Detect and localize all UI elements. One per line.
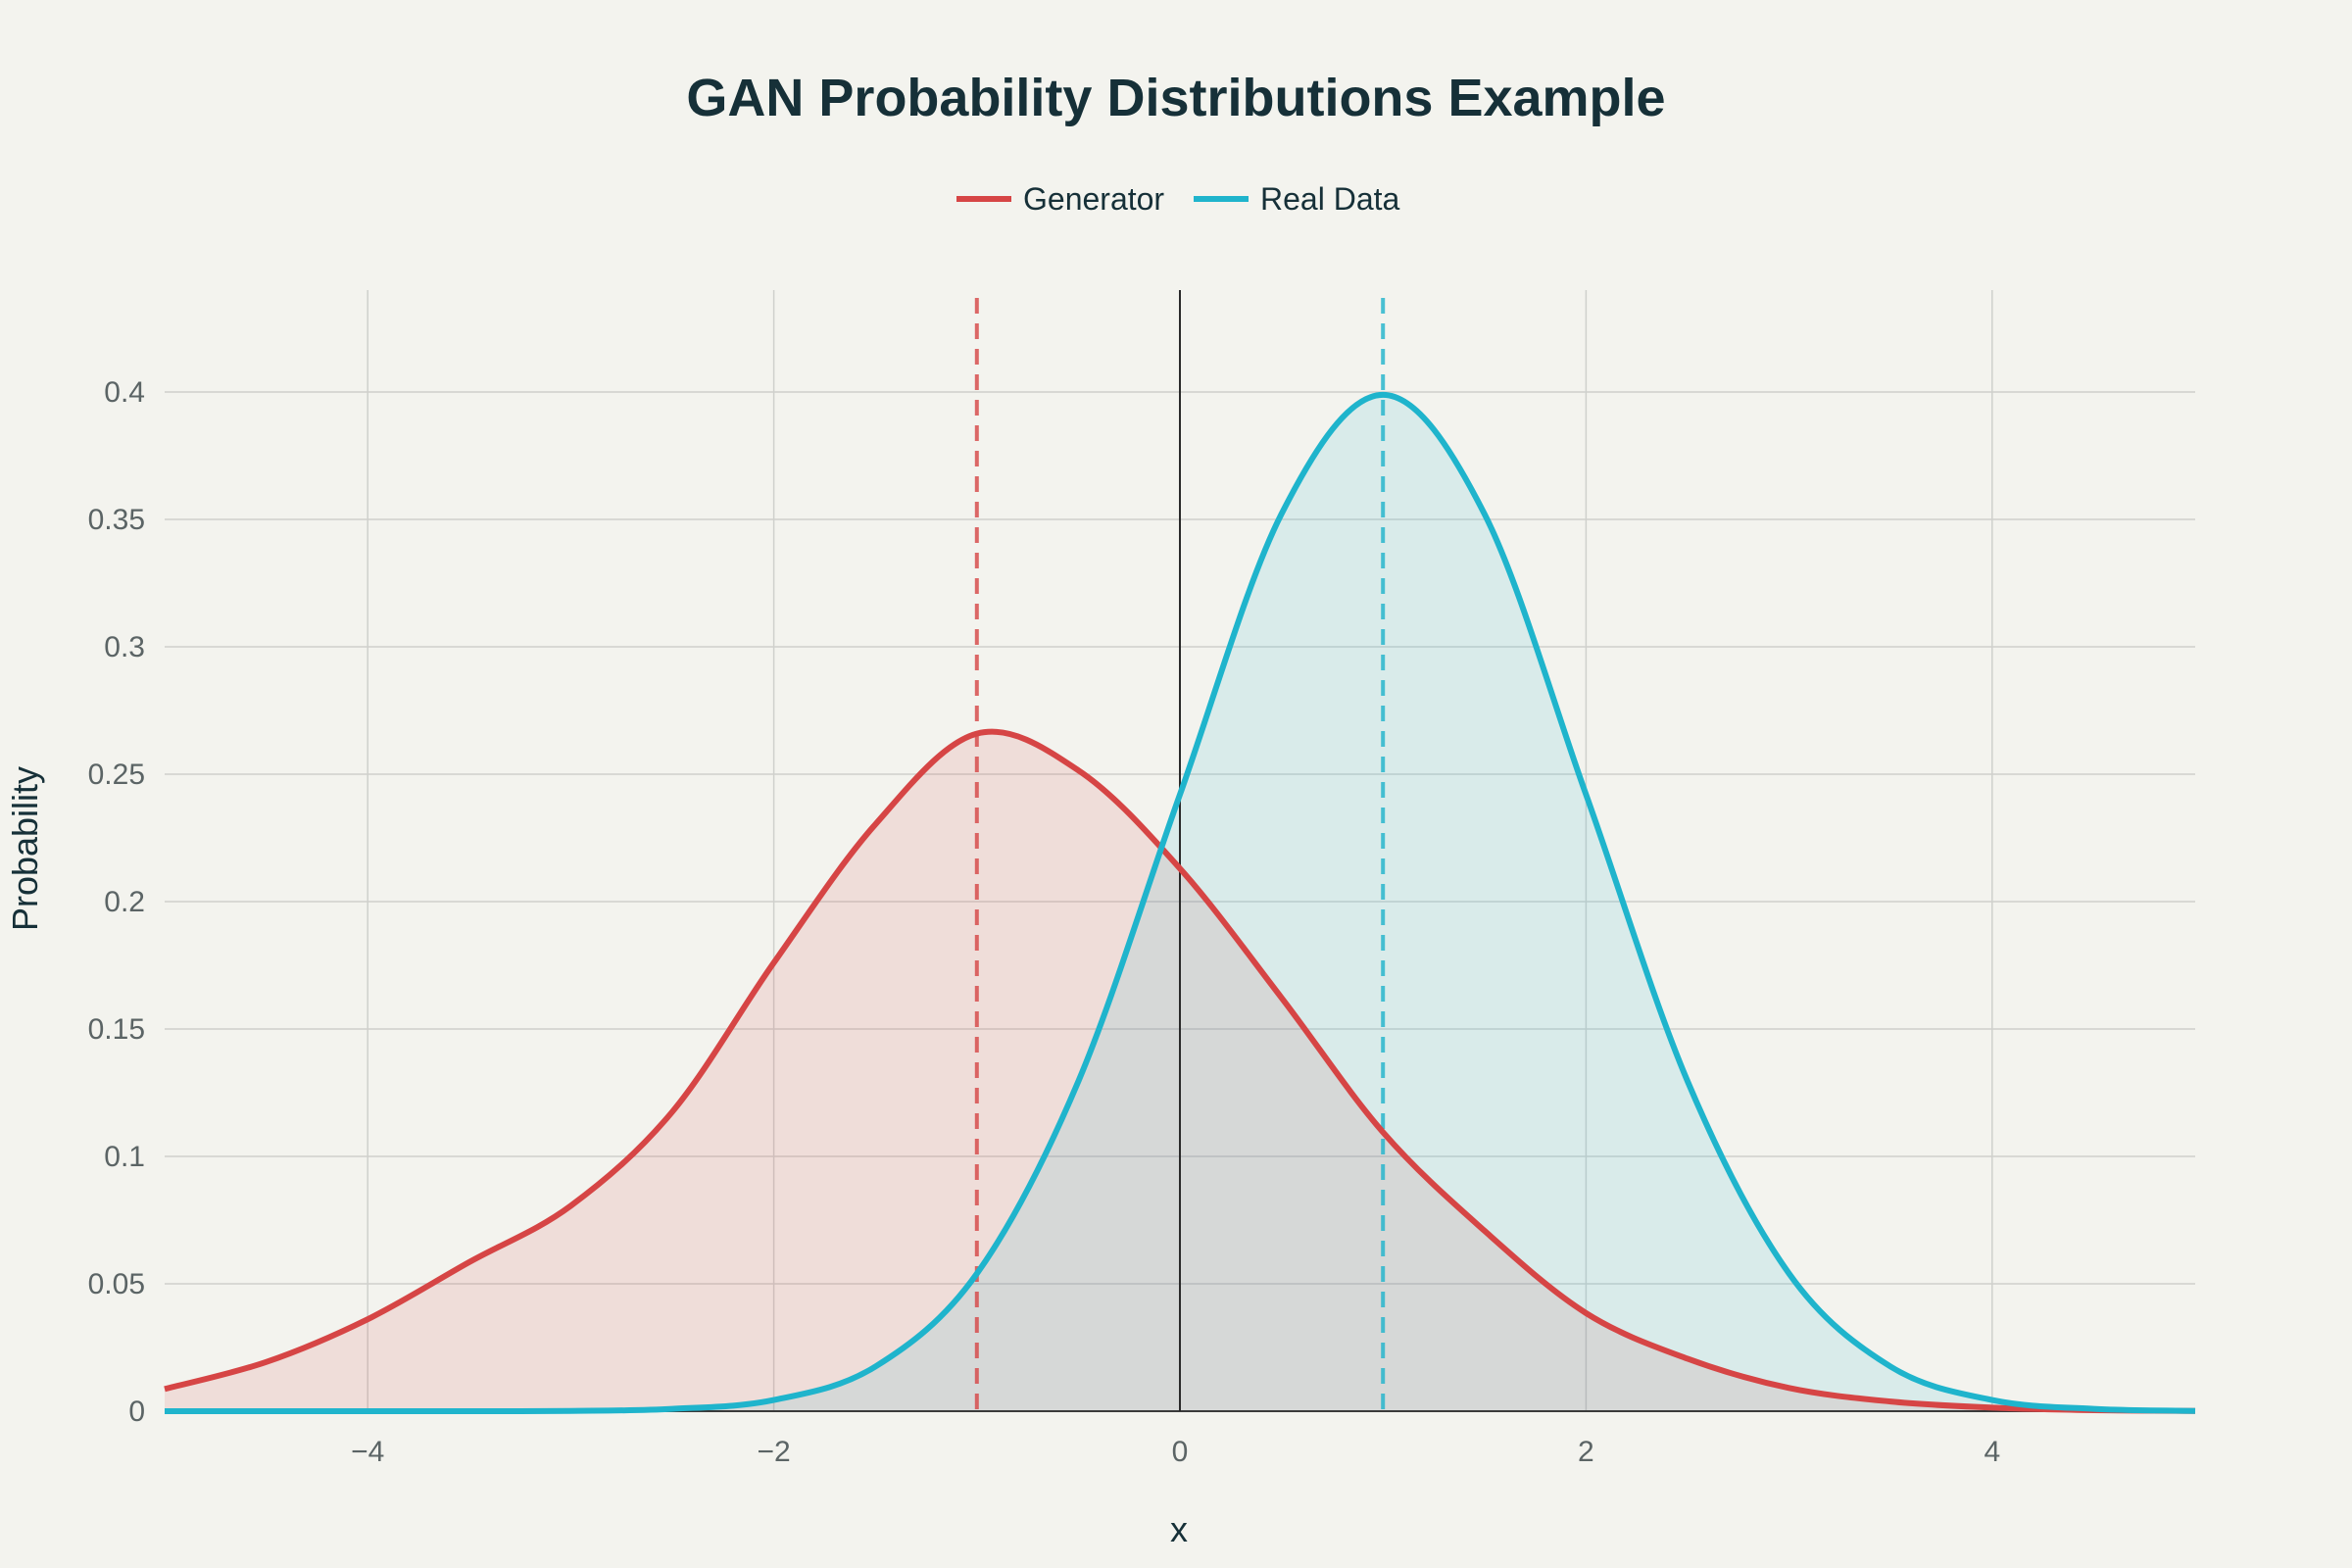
x-axis-ticks: −4 −2 0 2 4 [351, 1436, 2000, 1468]
chart-title: GAN Probability Distributions Example [686, 69, 1665, 127]
y-tick-label: 0.2 [104, 886, 145, 918]
x-tick-label: 0 [1172, 1436, 1189, 1468]
x-axis-title: x [1170, 1509, 1188, 1549]
x-tick-label: −2 [757, 1436, 790, 1468]
x-tick-label: −4 [351, 1436, 384, 1468]
y-tick-label: 0 [128, 1396, 145, 1428]
y-tick-label: 0.3 [104, 631, 145, 663]
y-axis-ticks: 0 0.05 0.1 0.15 0.2 0.25 0.3 0.35 0.4 [88, 376, 145, 1428]
x-tick-label: 4 [1984, 1436, 2000, 1468]
y-tick-label: 0.1 [104, 1141, 145, 1173]
series-lines [164, 391, 2196, 1415]
legend-item-real-data[interactable]: Real Data [1194, 181, 1400, 217]
series-line-generator[interactable] [164, 728, 2196, 1414]
y-tick-label: 0.15 [88, 1013, 145, 1046]
x-tick-label: 2 [1578, 1436, 1594, 1468]
legend-item-generator[interactable]: Generator [956, 181, 1164, 217]
mean-lines [974, 298, 1386, 1411]
y-axis-title: Probability [5, 766, 45, 931]
legend[interactable]: Generator Real Data [956, 181, 1400, 217]
zero-axis [165, 290, 2195, 1412]
y-tick-label: 0.35 [88, 504, 145, 536]
y-tick-label: 0.05 [88, 1268, 145, 1300]
y-tick-label: 0.25 [88, 759, 145, 791]
series-line-real-data[interactable] [165, 391, 2196, 1415]
legend-label-generator: Generator [1023, 181, 1164, 217]
y-tick-label: 0.4 [104, 376, 145, 409]
legend-label-real-data: Real Data [1260, 181, 1400, 217]
